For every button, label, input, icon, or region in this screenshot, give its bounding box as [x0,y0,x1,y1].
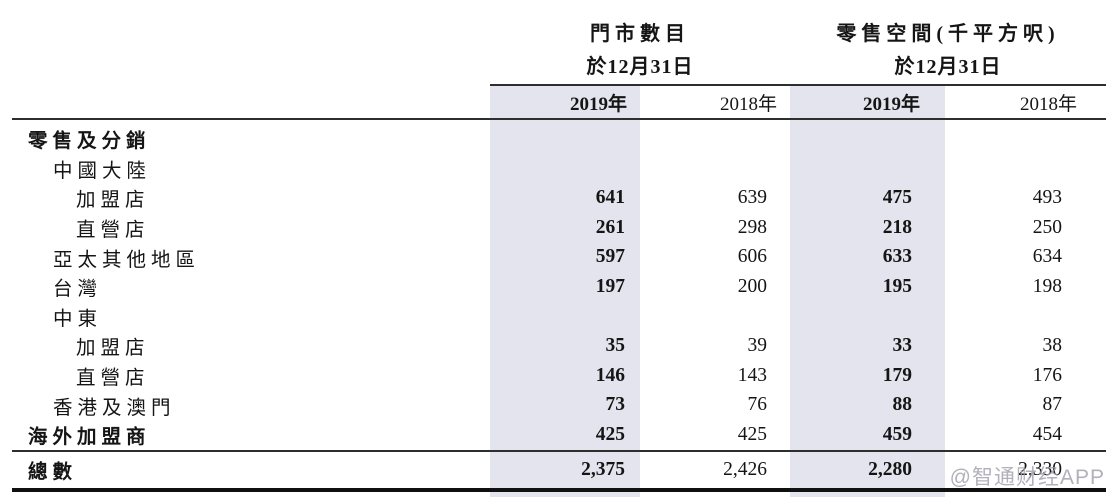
value-2018-space: 198 [1032,275,1062,297]
value-2018-stores: 143 [737,364,767,386]
header-group-title: 門市數目 [590,23,690,45]
row-label: 亞太其他地區 [53,249,201,271]
table-row-hk-macau: 香港及澳門 73 76 88 87 [0,390,1106,420]
total-2018-stores: 2,426 [723,458,767,480]
table-row-me-direct-stores: 直營店 146 143 179 176 [0,361,1106,391]
value-2018-stores: 39 [747,334,768,356]
value-2018-stores: 606 [737,246,767,268]
header-group-retail-space: 零售空間(千平方呎) 於12月31日 [790,18,1106,84]
value-2019-stores: 73 [605,394,626,416]
value-2019-stores: 35 [605,334,626,356]
table-row-me-franchise-stores: 加盟店 35 39 33 38 [0,331,1106,361]
rule-under-group-header [490,84,1106,86]
value-2019-space: 475 [882,186,912,208]
header-group-title: 零售空間(千平方呎) [836,23,1060,45]
value-2018-space: 38 [1042,334,1063,356]
value-2019-space: 88 [892,394,913,416]
header-group-store-count: 門市數目 於12月31日 [490,18,790,84]
highlight-column-2019-space [790,86,945,497]
header-spacer [0,18,490,84]
value-2019-space: 218 [882,216,912,238]
value-2019-space: 633 [882,246,912,268]
row-label: 直營店 [76,368,150,390]
table-row-direct-stores: 直營店 261 298 218 250 [0,213,1106,243]
value-2018-space: 454 [1032,423,1062,445]
value-2018-stores: 200 [737,275,767,297]
table-row-middle-east: 中東 [0,302,1106,332]
value-2019-stores: 597 [595,246,625,268]
row-label: 加盟店 [76,190,150,212]
row-label: 中東 [53,308,103,330]
table-body: 零售及分銷 中國大陸 加盟店 641 639 475 493 [0,120,1106,450]
row-label: 台灣 [53,279,103,301]
header-group-date: 於12月31日 [586,56,694,78]
value-2018-space: 493 [1032,186,1062,208]
table-row-rest-of-apac: 亞太其他地區 597 606 633 634 [0,242,1106,272]
value-2019-stores: 197 [595,275,625,297]
year-header-row: 2019年 2018年 2019年 2018年 [0,86,1106,118]
table-row-mainland-china: 中國大陸 [0,154,1106,184]
highlight-column-2019-stores [490,86,640,497]
value-2019-space: 195 [882,275,912,297]
table-row-taiwan: 台灣 197 200 195 198 [0,272,1106,302]
table-row-franchise-stores: 加盟店 641 639 475 493 [0,183,1106,213]
value-2018-stores: 76 [747,394,768,416]
year-header-2018-stores: 2018年 [719,93,777,115]
rule-under-year-header [12,118,1106,120]
value-2019-space: 459 [882,423,912,445]
value-2019-stores: 425 [595,423,625,445]
year-header-2019-space: 2019年 [862,93,920,115]
year-header-2019-stores: 2019年 [569,93,627,115]
total-2019-space: 2,280 [868,458,912,480]
value-2018-space: 250 [1032,216,1062,238]
value-2018-space: 87 [1042,394,1063,416]
value-2018-stores: 639 [737,186,767,208]
table-row-overseas-franchisees: 海外加盟商 425 425 459 454 [0,420,1106,450]
value-2018-stores: 425 [737,423,767,445]
table-row-retail-distribution: 零售及分銷 [0,124,1106,154]
header-group-date: 於12月31日 [894,56,1002,78]
value-2019-space: 33 [892,334,913,356]
value-2019-stores: 641 [595,186,625,208]
watermark: @智通财经APP [949,466,1105,489]
row-label: 加盟店 [76,338,150,360]
total-2018-space: 2,330 [1018,458,1062,480]
row-label: 直營店 [76,220,150,242]
table-row-total: 總數 2,375 2,426 2,280 2,330 [0,452,1106,488]
year-header-2018-space: 2018年 [1019,93,1077,115]
value-2018-space: 176 [1032,364,1062,386]
row-label: 零售及分銷 [28,131,151,153]
value-2019-stores: 146 [595,364,625,386]
total-label: 總數 [28,462,78,484]
rule-above-total [12,449,1106,452]
row-label: 海外加盟商 [28,427,151,449]
value-2019-space: 179 [882,364,912,386]
value-2019-stores: 261 [595,216,625,238]
row-label: 中國大陸 [53,160,152,182]
value-2018-stores: 298 [737,216,767,238]
total-2019-stores: 2,375 [581,458,625,480]
value-2018-space: 634 [1032,246,1062,268]
column-group-header: 門市數目 於12月31日 零售空間(千平方呎) 於12月31日 [0,0,1106,84]
rule-bottom [12,487,1106,492]
row-label: 香港及澳門 [53,397,176,419]
